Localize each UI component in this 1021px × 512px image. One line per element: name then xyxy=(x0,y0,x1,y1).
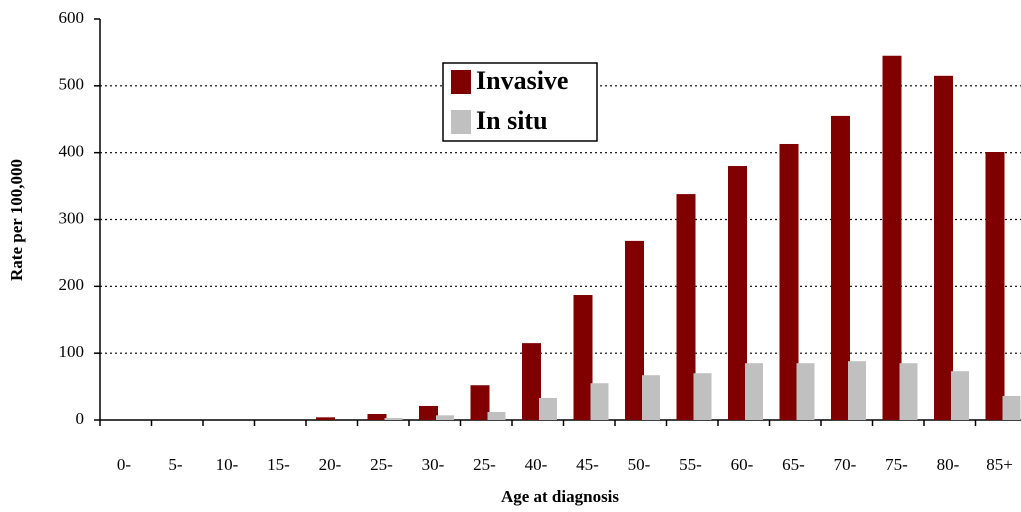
x-tick-label: 45- xyxy=(576,455,599,474)
x-tick-label: 0- xyxy=(117,455,132,474)
bar xyxy=(882,55,902,421)
legend-swatch xyxy=(451,110,471,134)
bar xyxy=(899,363,918,420)
x-tick-label: 50- xyxy=(628,455,651,474)
legend-label: In situ xyxy=(476,106,548,135)
x-tick-label: 55- xyxy=(679,455,702,474)
bar xyxy=(590,383,609,420)
x-tick-label: 30- xyxy=(422,455,445,474)
x-axis-title: Age at diagnosis xyxy=(501,487,619,506)
bar xyxy=(693,373,712,420)
x-tick-label: 70- xyxy=(834,455,857,474)
x-tick-label: 25- xyxy=(473,455,496,474)
x-tick-label: 75- xyxy=(885,455,908,474)
bar xyxy=(367,413,387,420)
y-tick-label: 200 xyxy=(59,275,85,294)
bar xyxy=(625,240,644,420)
bar xyxy=(831,115,850,421)
bar xyxy=(316,417,335,420)
bar xyxy=(487,411,506,420)
bar xyxy=(745,363,763,420)
y-tick-label: 0 xyxy=(76,409,85,428)
x-tick-label: 85+ xyxy=(986,455,1013,474)
bar xyxy=(642,375,660,420)
bar xyxy=(384,417,403,420)
bar xyxy=(470,385,490,420)
legend-label: Invasive xyxy=(476,66,568,95)
bar xyxy=(419,405,438,420)
x-tick-label: 5- xyxy=(168,455,183,474)
legend-swatch xyxy=(451,70,471,94)
y-tick-label: 500 xyxy=(59,75,85,94)
y-axis-title: Rate per 100,000 xyxy=(7,159,26,281)
y-tick-label: 100 xyxy=(59,342,85,361)
bar xyxy=(522,343,541,420)
bar xyxy=(796,363,815,420)
bar xyxy=(985,151,1005,420)
y-tick-label: 400 xyxy=(59,142,85,161)
bar xyxy=(676,194,696,420)
bar xyxy=(573,295,593,420)
x-tick-label: 15- xyxy=(267,455,290,474)
x-tick-label: 65- xyxy=(782,455,805,474)
bar xyxy=(539,397,557,420)
bar xyxy=(951,371,969,420)
bar xyxy=(779,143,799,420)
bar xyxy=(1002,395,1021,420)
bar xyxy=(848,361,866,420)
bar xyxy=(436,415,454,420)
x-tick-label: 60- xyxy=(731,455,754,474)
x-tick-label: 25- xyxy=(370,455,393,474)
bar xyxy=(728,166,747,420)
bar xyxy=(934,75,953,420)
x-tick-label: 40- xyxy=(525,455,548,474)
x-tick-label: 10- xyxy=(216,455,239,474)
x-tick-label: 20- xyxy=(319,455,342,474)
y-tick-label: 300 xyxy=(59,208,85,227)
y-tick-label: 600 xyxy=(59,8,85,27)
x-tick-label: 80- xyxy=(937,455,960,474)
